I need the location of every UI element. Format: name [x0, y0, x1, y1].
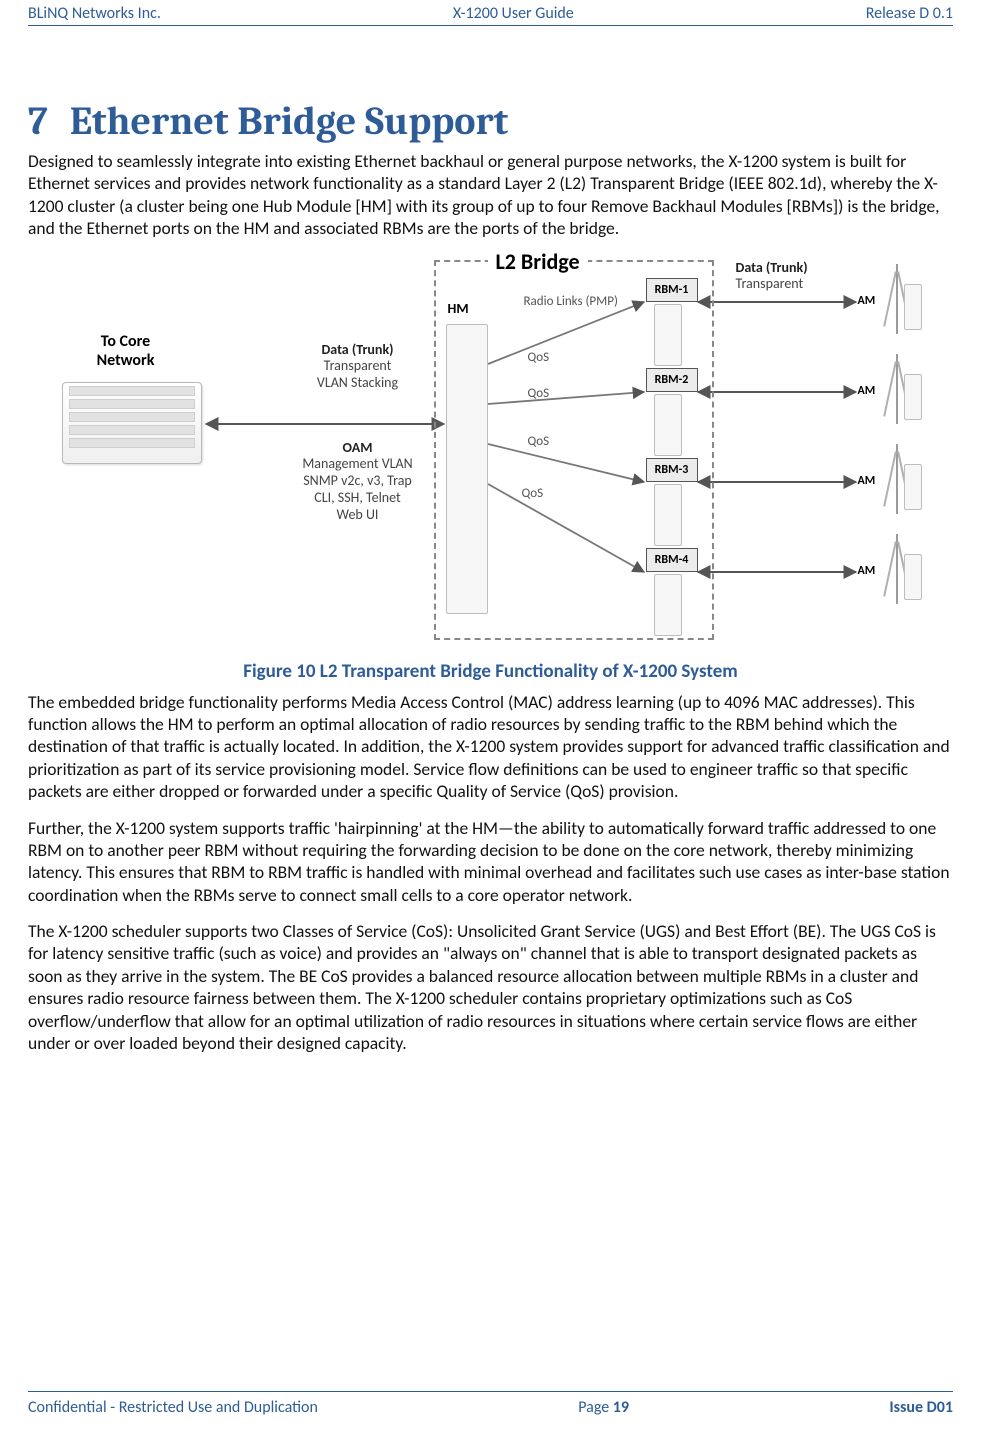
page-footer: Confidential - Restricted Use and Duplic… — [28, 1391, 953, 1423]
rbm-3-box: RBM-3 — [646, 458, 698, 482]
qos-label-2: QoS — [528, 386, 550, 401]
paragraph-1: Designed to seamlessly integrate into ex… — [28, 150, 953, 240]
hm-device-icon — [446, 324, 488, 614]
to-core-label: To Core Network — [66, 332, 186, 370]
figure-10-diagram: L2 Bridge To Core Network Data (Trunk) T… — [28, 254, 953, 654]
rbm-1-box: RBM-1 — [646, 278, 698, 302]
rbm-2-device-icon — [654, 394, 682, 456]
header-rule — [28, 25, 953, 26]
rbm-4-box: RBM-4 — [646, 548, 698, 572]
am-label-4: AM — [858, 564, 876, 578]
am-device-icon-2 — [904, 374, 922, 420]
tower-icon-1 — [896, 264, 898, 334]
rbm-1-device-icon — [654, 304, 682, 366]
data-trunk-right-label: Data (Trunk) Transparent — [736, 260, 856, 294]
am-label-1: AM — [858, 294, 876, 308]
rbm-3-device-icon — [654, 484, 682, 546]
am-device-icon-4 — [904, 554, 922, 600]
radio-links-label: Radio Links (PMP) — [524, 294, 618, 309]
am-label-3: AM — [858, 474, 876, 488]
l2-bridge-label: L2 Bridge — [488, 248, 588, 275]
am-label-2: AM — [858, 384, 876, 398]
qos-label-3: QoS — [528, 434, 550, 449]
am-device-icon-1 — [904, 284, 922, 330]
tower-icon-4 — [896, 534, 898, 604]
data-trunk-left-label: Data (Trunk) Transparent VLAN Stacking — [288, 342, 428, 392]
footer-left: Confidential - Restricted Use and Duplic… — [28, 1398, 318, 1417]
section-number: 7 — [28, 98, 48, 144]
hm-label: HM — [448, 300, 469, 317]
tower-icon-3 — [896, 444, 898, 514]
qos-label-4: QoS — [522, 486, 544, 501]
tower-icon-2 — [896, 354, 898, 424]
section-heading-text: Ethernet Bridge Support — [70, 98, 508, 144]
section-title: 7 Ethernet Bridge Support — [28, 98, 953, 144]
paragraph-3: Further, the X-1200 system supports traf… — [28, 817, 953, 907]
core-network-device-icon — [62, 382, 202, 464]
rbm-4-device-icon — [654, 574, 682, 636]
page-header: BLiNQ Networks Inc. X-1200 User Guide Re… — [28, 0, 953, 25]
header-left: BLiNQ Networks Inc. — [28, 4, 161, 23]
header-right: Release D 0.1 — [866, 4, 953, 23]
footer-right: Issue D01 — [889, 1398, 953, 1417]
figure-caption: Figure 10 L2 Transparent Bridge Function… — [28, 660, 953, 683]
paragraph-2: The embedded bridge functionality perfor… — [28, 691, 953, 803]
am-device-icon-3 — [904, 464, 922, 510]
footer-page-number: Page 19 — [578, 1398, 629, 1417]
rbm-2-box: RBM-2 — [646, 368, 698, 392]
oam-label: OAM Management VLAN SNMP v2c, v3, Trap C… — [288, 440, 428, 524]
header-center: X-1200 User Guide — [453, 4, 574, 23]
qos-label-1: QoS — [528, 350, 550, 365]
paragraph-4: The X-1200 scheduler supports two Classe… — [28, 920, 953, 1054]
